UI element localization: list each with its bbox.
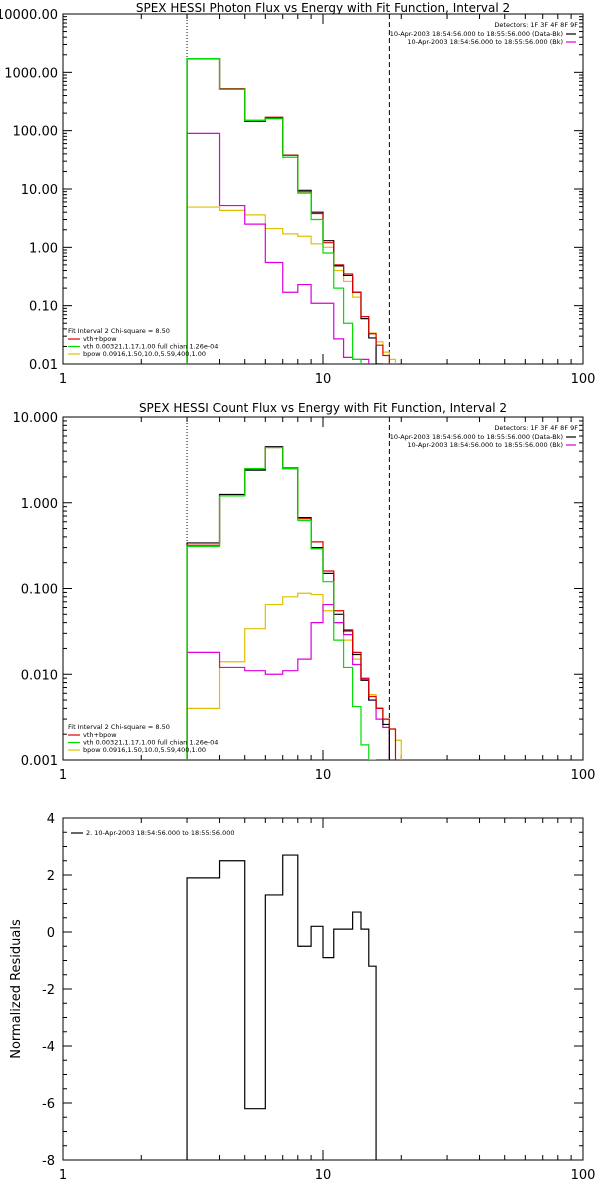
fit-header: Fit Interval 2 Chi-square = 8.50 bbox=[68, 723, 170, 731]
panel-1: SPEX HESSI Photon Flux vs Energy with Fi… bbox=[0, 1, 595, 387]
fit-legend-entry: vth 0.00321,1.17,1.00 full chian 1.26e-0… bbox=[83, 343, 218, 351]
y-tick-label: 1.00 bbox=[29, 241, 58, 256]
y-tick-label: 10.00 bbox=[21, 183, 58, 198]
x-tick-label: 10 bbox=[315, 372, 332, 387]
y-axis-label: Normalized Residuals bbox=[9, 919, 24, 1059]
series-bk-line bbox=[186, 132, 370, 364]
series-data-line bbox=[186, 446, 390, 760]
y-tick-label: -6 bbox=[42, 1097, 55, 1112]
y-tick-label: 10000.00 bbox=[0, 8, 58, 23]
x-tick-label: 100 bbox=[571, 1168, 596, 1183]
y-tick-label: 0.01 bbox=[29, 358, 58, 373]
time-legend-entry: 10-Apr-2003 18:54:56.000 to 18:55:56.000… bbox=[390, 433, 563, 441]
fit-legend-entry: vth+bpow bbox=[83, 731, 117, 739]
plot-frame bbox=[62, 817, 584, 1161]
y-tick-label: 100.00 bbox=[13, 125, 59, 140]
plot-frame bbox=[62, 416, 584, 761]
series-vth-line bbox=[186, 446, 377, 760]
y-tick-label: 0.010 bbox=[21, 668, 58, 683]
y-tick-label: 0.001 bbox=[21, 754, 58, 769]
x-tick-label: 10 bbox=[315, 768, 332, 783]
series-bpow-line bbox=[186, 206, 397, 364]
plot-frame bbox=[62, 13, 584, 365]
detectors-label: Detectors: 1F 3F 4F 8F 9F bbox=[494, 21, 578, 29]
y-tick-label: 10.000 bbox=[13, 411, 59, 426]
fit-header: Fit Interval 2 Chi-square = 8.50 bbox=[68, 327, 170, 335]
residual-legend-entry: 2. 10-Apr-2003 18:54:56.000 to 18:55:56.… bbox=[86, 829, 235, 837]
panel-2: SPEX HESSI Count Flux vs Energy with Fit… bbox=[13, 401, 596, 783]
series-bk-line bbox=[186, 603, 390, 760]
fit-legend-entry: bpow 0.0916,1.50,10.0,5.59,400,1.00 bbox=[83, 350, 206, 358]
x-tick-label: 10 bbox=[315, 1168, 332, 1183]
y-tick-label: 0.10 bbox=[29, 300, 58, 315]
time-legend-entry: 10-Apr-2003 18:54:56.000 to 18:55:56.000… bbox=[407, 441, 563, 449]
y-tick-label: -4 bbox=[42, 1040, 55, 1055]
time-legend-entry: 10-Apr-2003 18:54:56.000 to 18:55:56.000… bbox=[407, 38, 563, 46]
y-tick-label: 0 bbox=[47, 926, 55, 941]
y-tick-label: 1000.00 bbox=[4, 66, 58, 81]
y-tick-label: 1.000 bbox=[21, 497, 58, 512]
x-tick-label: 100 bbox=[571, 768, 596, 783]
y-tick-label: 2 bbox=[47, 869, 55, 884]
fit-legend-entry: vth+bpow bbox=[83, 335, 117, 343]
x-tick-label: 1 bbox=[59, 372, 67, 387]
detectors-label: Detectors: 1F 3F 4F 8F 9F bbox=[494, 424, 578, 432]
x-tick-label: 1 bbox=[59, 1168, 67, 1183]
series-vth-line bbox=[186, 57, 362, 364]
series-total-line bbox=[186, 446, 397, 760]
chart-title: SPEX HESSI Photon Flux vs Energy with Fi… bbox=[136, 1, 510, 15]
time-legend-entry: 10-Apr-2003 18:54:56.000 to 18:55:56.000… bbox=[390, 30, 563, 38]
y-tick-label: 0.100 bbox=[21, 583, 58, 598]
series-data-line bbox=[186, 58, 383, 364]
x-tick-label: 100 bbox=[571, 372, 596, 387]
series-bpow-line bbox=[186, 592, 402, 760]
fit-legend-entry: bpow 0.0916,1.50,10.0,5.59,400,1.00 bbox=[83, 746, 206, 754]
panel-3: -8 -6 -4 -2 0 2 4 1 10 100 2. 10-Apr-2003 18:54:56… bbox=[9, 812, 595, 1183]
y-tick-label: -2 bbox=[42, 983, 55, 998]
y-tick-label: -8 bbox=[42, 1154, 55, 1169]
fit-legend-entry: vth 0.00321,1.17,1.00 full chian 1.26e-0… bbox=[83, 739, 218, 747]
y-tick-label: 4 bbox=[47, 812, 55, 827]
series-data-line bbox=[186, 854, 377, 1160]
x-tick-label: 1 bbox=[59, 768, 67, 783]
chart-title: SPEX HESSI Count Flux vs Energy with Fit… bbox=[139, 401, 507, 415]
